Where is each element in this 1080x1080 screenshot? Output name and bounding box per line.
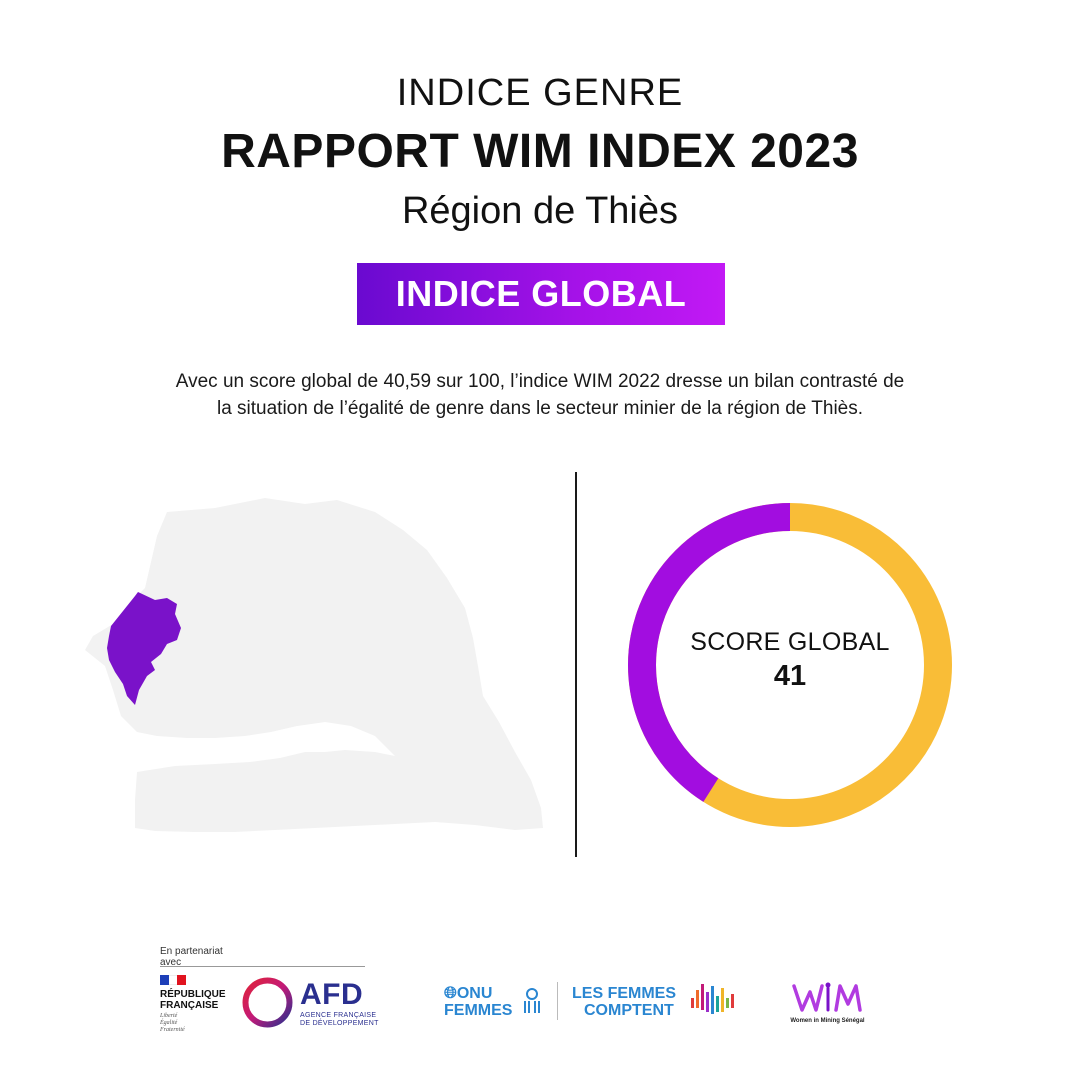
afd-ring-icon xyxy=(242,977,293,1028)
afd-subtitle: AGENCE FRANÇAISE DE DÉVELOPPEMENT xyxy=(300,1012,379,1028)
vertical-divider xyxy=(575,472,577,857)
french-flag-icon xyxy=(160,975,187,985)
onu-line-2: FEMMES xyxy=(444,1002,513,1019)
rf-name-line-1: RÉPUBLIQUE xyxy=(160,989,226,1000)
rf-name: RÉPUBLIQUE FRANÇAISE xyxy=(160,989,226,1011)
senegal-outline xyxy=(85,498,543,832)
score-label: SCORE GLOBAL xyxy=(690,628,890,656)
rf-motto: Liberté Égalité Fraternité xyxy=(160,1013,185,1034)
afd-sub-line-2: DE DÉVELOPPEMENT xyxy=(300,1020,379,1027)
onu-femmes-symbol-icon xyxy=(524,988,540,1013)
global-index-badge-label: INDICE GLOBAL xyxy=(395,273,687,314)
description-line-2: la situation de l’égalité de genre dans … xyxy=(216,398,864,419)
onu-femmes-logo: 🌐︎ONU FEMMES xyxy=(444,985,512,1019)
score-donut xyxy=(628,503,952,827)
partner-label-line-1: En partenariat xyxy=(160,946,223,957)
senegal-map xyxy=(85,498,543,832)
partner-label: En partenariat avec xyxy=(160,946,223,968)
region-title: Région de Thiès xyxy=(401,190,679,232)
rf-name-line-2: FRANÇAISE xyxy=(160,1000,219,1011)
thies-region xyxy=(107,592,181,705)
kicker-title: INDICE GENRE xyxy=(396,72,684,114)
lfc-line-1: LES FEMMES xyxy=(572,985,677,1002)
les-femmes-comptent-logo: LES FEMMES COMPTENT xyxy=(572,985,676,1019)
republique-francaise-logo: RÉPUBLIQUE FRANÇAISE Liberté Égalité Fra… xyxy=(160,975,235,1035)
afd-name: AFD xyxy=(300,978,364,1011)
score-value: 41 xyxy=(773,660,807,692)
partner-rule xyxy=(160,966,365,967)
description: Avec un score global de 40,59 sur 100, l… xyxy=(110,368,970,422)
global-index-badge: INDICE GLOBAL xyxy=(357,263,725,325)
onu-line-1: 🌐︎ONU xyxy=(444,985,493,1002)
afd-sub-line-1: AGENCE FRANÇAISE xyxy=(300,1012,377,1019)
report-title: RAPPORT WIM INDEX 2023 xyxy=(221,125,859,178)
rf-motto-3: Fraternité xyxy=(160,1027,185,1033)
partner-label-line-2: avec xyxy=(160,957,182,968)
rf-motto-1: Liberté xyxy=(160,1013,178,1019)
wim-logo-icon xyxy=(792,982,862,1012)
lfc-line-2: COMPTENT xyxy=(584,1002,674,1019)
equalizer-bars-icon xyxy=(691,984,734,1014)
wim-tagline: Women in Mining Sénégal xyxy=(790,1018,865,1024)
donut-score-arc xyxy=(628,503,952,827)
rf-motto-2: Égalité xyxy=(160,1020,178,1026)
logo-separator xyxy=(557,982,558,1020)
onu-text: ONU xyxy=(456,985,493,1002)
description-line-1: Avec un score global de 40,59 sur 100, l… xyxy=(175,371,905,392)
